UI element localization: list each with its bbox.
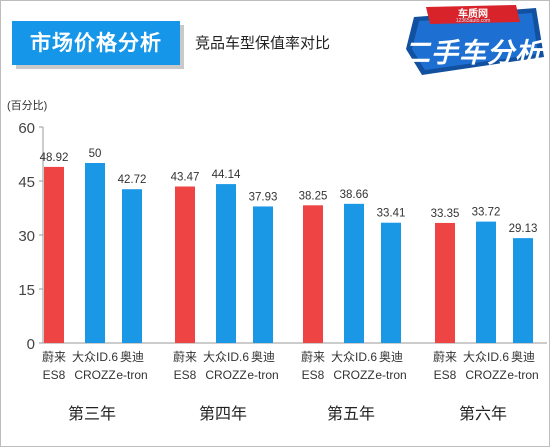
bar-value-label: 29.13 [509,223,538,235]
bar-value-label: 33.41 [377,208,406,220]
bar-value-label: 33.72 [472,207,501,219]
bar-category-label: 奥迪 [251,350,275,364]
bar [513,238,533,343]
bar-category-sublabel: CROZZ [333,368,374,382]
bar-category-label: 奥迪 [379,350,403,364]
bar-category-sublabel: CROZZ [465,368,506,382]
logo-badge-top [426,5,520,24]
bar-category-label: 大众ID.6 [331,350,377,364]
header: 市场价格分析 竞品车型保值率对比 车质网 12365auto.com 二手车分析 [1,1,549,77]
labels-layer: 48.92 蔚来 ES8 50 大众ID.6 CROZZ 42.72 奥迪 e-tron 第三年 4… [40,148,539,423]
bar-category-sublabel: e-tron [507,368,538,382]
bar [85,163,105,343]
bar-category-label: 蔚来 [301,350,325,364]
bar-category-label: 大众ID.6 [203,350,249,364]
bar-category-sublabel: CROZZ [205,368,246,382]
bar-category-label: 奥迪 [120,350,144,364]
bar [253,206,273,343]
group-label: 第五年 [327,405,375,423]
y-tick-label: 45 [18,174,35,191]
bar [476,221,496,343]
used-car-analysis-logo [406,5,544,75]
bar-category-sublabel: e-tron [116,368,147,382]
bar-category-sublabel: ES8 [43,368,66,382]
bar-value-label: 37.93 [249,191,278,203]
bar-category-label: 大众ID.6 [463,350,509,364]
bars-layer [44,163,533,343]
bar-category-sublabel: e-tron [375,368,406,382]
bar [381,222,401,343]
bar-value-label: 38.25 [299,190,328,202]
bar-value-label: 44.14 [212,169,241,181]
bar-category-label: 蔚来 [433,350,457,364]
y-tick-label: 30 [18,228,35,245]
page-subtitle: 竞品车型保值率对比 [195,34,331,52]
bar [44,166,64,343]
logo-badge-inner [412,13,538,70]
logo-site-name: 车质网 [458,9,488,20]
bar-category-label: 奥迪 [511,350,535,364]
group-label: 第六年 [459,405,507,423]
bar-category-sublabel: ES8 [302,368,325,382]
bar-category-sublabel: ES8 [434,368,457,382]
bar [122,189,142,343]
bar-value-label: 43.47 [171,172,200,184]
logo-url: 12365auto.com [455,18,491,24]
bar [344,203,364,343]
bar-category-sublabel: e-tron [247,368,278,382]
bar-value-label: 50 [89,148,102,160]
y-tick-label: 0 [27,336,35,353]
y-tick-label: 15 [18,282,35,299]
bar [435,222,455,343]
bar-category-sublabel: ES8 [174,368,197,382]
bar-value-label: 33.35 [431,208,460,220]
bar-value-label: 42.72 [118,174,147,186]
bar [216,184,236,343]
bar-value-label: 38.66 [340,189,369,201]
bar-value-label: 48.92 [40,152,69,164]
bar [175,186,195,343]
title-tag-text: 市场价格分析 [30,31,162,55]
group-label: 第三年 [68,405,116,423]
bar [303,205,323,343]
bar-category-label: 蔚来 [42,350,66,364]
bar-category-label: 蔚来 [173,350,197,364]
y-tick-label: 60 [18,120,35,137]
group-label: 第四年 [199,405,247,423]
title-tag: 市场价格分析 [12,21,180,65]
bar-category-label: 大众ID.6 [72,350,118,364]
y-axis-label: (百分比) [7,99,47,112]
bar-category-sublabel: CROZZ [74,368,115,382]
logo-main-text: 二手车分析 [403,38,543,69]
